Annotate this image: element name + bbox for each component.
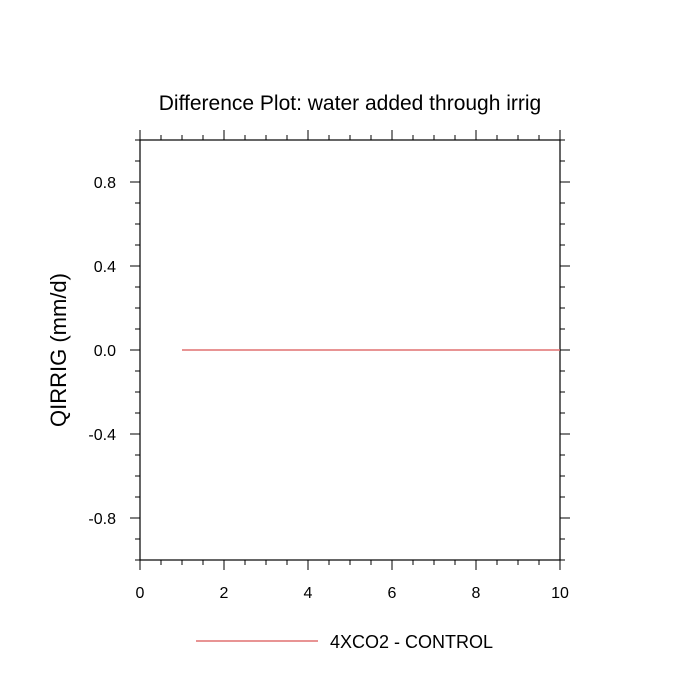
y-tick-label: -0.4 — [88, 427, 116, 444]
y-tick-label: 0.8 — [94, 175, 116, 192]
x-tick-label: 2 — [220, 585, 229, 602]
legend-label: 4XCO2 - CONTROL — [330, 632, 493, 652]
x-tick-label: 8 — [472, 585, 481, 602]
y-tick-labels: 0.8 0.4 0.0 -0.4 -0.8 — [88, 175, 116, 528]
legend: 4XCO2 - CONTROL — [196, 632, 493, 652]
y-axis-label: QIRRIG (mm/d) — [46, 273, 71, 427]
axis-ticks — [130, 130, 570, 570]
y-tick-label: 0.4 — [94, 259, 116, 276]
x-tick-labels: 0 2 4 6 8 10 — [136, 585, 569, 602]
y-tick-label: -0.8 — [88, 511, 116, 528]
x-tick-label: 6 — [388, 585, 397, 602]
chart-title: Difference Plot: water added through irr… — [159, 92, 542, 115]
x-tick-label: 0 — [136, 585, 145, 602]
y-tick-label: 0.0 — [94, 343, 116, 360]
x-tick-label: 10 — [551, 585, 569, 602]
x-tick-label: 4 — [304, 585, 313, 602]
